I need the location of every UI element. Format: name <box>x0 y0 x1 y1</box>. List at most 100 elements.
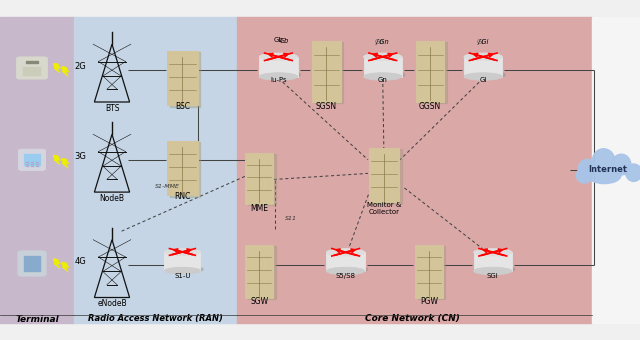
Ellipse shape <box>577 168 593 183</box>
Text: S1-U: S1-U <box>174 273 191 279</box>
Text: Gi: Gi <box>479 77 487 83</box>
Bar <box>31 166 34 167</box>
Text: Core Network (CN): Core Network (CN) <box>365 314 460 323</box>
Text: S11: S11 <box>285 216 297 221</box>
Polygon shape <box>61 158 69 168</box>
Bar <box>259 57 298 76</box>
Ellipse shape <box>474 267 512 275</box>
Polygon shape <box>53 258 61 269</box>
Polygon shape <box>53 155 61 165</box>
Bar <box>371 149 402 204</box>
Ellipse shape <box>365 71 405 79</box>
Bar <box>26 166 29 167</box>
Bar <box>371 150 397 154</box>
Bar <box>170 142 200 197</box>
Bar <box>36 162 39 163</box>
Text: NodeB: NodeB <box>99 194 125 203</box>
Text: SGW: SGW <box>250 298 268 306</box>
Text: / Gi: / Gi <box>477 39 489 45</box>
Bar <box>464 57 502 76</box>
Text: Iu-Ps: Iu-Ps <box>270 77 287 83</box>
Text: Gn: Gn <box>378 77 388 83</box>
FancyBboxPatch shape <box>18 251 46 276</box>
Bar <box>24 256 40 271</box>
Bar <box>74 17 237 323</box>
Ellipse shape <box>259 53 298 61</box>
Bar <box>36 166 39 167</box>
Ellipse shape <box>464 53 502 61</box>
Bar <box>315 42 344 103</box>
Text: SGi: SGi <box>487 273 499 279</box>
Ellipse shape <box>475 265 515 273</box>
Text: MME: MME <box>250 204 268 213</box>
Bar <box>167 141 198 196</box>
Text: Terminal: Terminal <box>15 314 59 323</box>
Text: RNC: RNC <box>174 192 191 201</box>
Ellipse shape <box>364 53 402 61</box>
FancyBboxPatch shape <box>19 149 45 170</box>
Ellipse shape <box>364 73 402 80</box>
Text: 3G: 3G <box>75 152 86 161</box>
Polygon shape <box>53 63 61 73</box>
Bar <box>0 17 74 323</box>
Bar <box>248 246 271 251</box>
Ellipse shape <box>328 265 368 273</box>
Text: Gi: Gi <box>476 39 484 45</box>
Text: 2G: 2G <box>75 62 86 71</box>
Text: Gb: Gb <box>280 38 289 44</box>
Ellipse shape <box>612 154 631 175</box>
Ellipse shape <box>166 266 203 273</box>
Bar <box>418 42 443 47</box>
Text: Gn: Gn <box>374 39 385 45</box>
Text: PGW: PGW <box>420 298 438 306</box>
Bar <box>415 245 443 298</box>
Text: eNodeB: eNodeB <box>97 299 127 308</box>
Bar <box>36 164 39 165</box>
Text: / Gn: / Gn <box>376 39 390 45</box>
Text: 4G: 4G <box>75 257 86 266</box>
Ellipse shape <box>260 71 301 79</box>
Text: GGSN: GGSN <box>419 102 441 111</box>
Bar <box>31 162 34 163</box>
Ellipse shape <box>593 149 614 172</box>
Ellipse shape <box>578 159 596 178</box>
Ellipse shape <box>588 167 621 184</box>
Ellipse shape <box>259 73 298 80</box>
Bar <box>314 42 339 47</box>
Polygon shape <box>61 262 69 272</box>
Ellipse shape <box>464 73 502 80</box>
Bar <box>248 154 275 205</box>
Bar <box>23 67 41 75</box>
Bar <box>26 162 29 163</box>
Ellipse shape <box>465 71 506 79</box>
Ellipse shape <box>326 267 365 275</box>
Bar <box>474 252 512 271</box>
Ellipse shape <box>164 249 200 255</box>
Text: Gb: Gb <box>273 37 284 43</box>
Bar <box>246 153 273 204</box>
Bar <box>419 42 447 103</box>
Bar <box>24 154 40 165</box>
Text: Radio Access Network (RAN): Radio Access Network (RAN) <box>88 314 223 323</box>
Text: SGSN: SGSN <box>316 102 337 111</box>
Bar <box>164 252 200 271</box>
Bar <box>246 245 273 298</box>
Text: BTS: BTS <box>105 104 119 113</box>
Polygon shape <box>61 66 69 76</box>
Ellipse shape <box>326 249 365 256</box>
Bar <box>418 246 445 299</box>
Ellipse shape <box>626 164 640 182</box>
Bar <box>592 17 640 323</box>
Bar <box>26 61 38 64</box>
Bar <box>26 164 29 165</box>
Text: Internet: Internet <box>589 166 627 174</box>
Text: Monitor &
Collector: Monitor & Collector <box>367 202 401 215</box>
Bar <box>169 53 196 57</box>
Bar <box>364 57 402 76</box>
Ellipse shape <box>164 267 200 274</box>
FancyBboxPatch shape <box>17 57 47 79</box>
Bar <box>237 17 592 323</box>
Bar <box>312 41 341 102</box>
Bar <box>169 143 196 147</box>
Bar <box>416 41 445 102</box>
